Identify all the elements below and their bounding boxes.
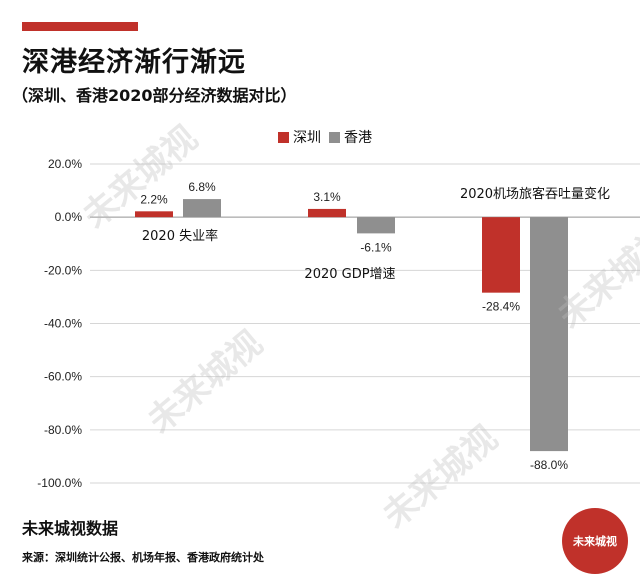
legend-swatch-shenzhen xyxy=(278,131,289,143)
data-label: 6.8% xyxy=(188,180,216,194)
legend-label-shenzhen: 深圳 xyxy=(293,130,321,146)
bar xyxy=(357,217,395,234)
y-tick-label: -100.0% xyxy=(37,476,82,490)
y-tick-label: -80.0% xyxy=(44,423,82,437)
data-label: -88.0% xyxy=(530,458,568,472)
source-note: 来源：深圳统计公报、机场年报、香港政府统计处 xyxy=(22,551,264,564)
legend-item-shenzhen: 深圳 xyxy=(278,127,321,147)
bar xyxy=(308,208,346,218)
y-tick-label: 20.0% xyxy=(48,157,82,171)
bar xyxy=(530,217,568,452)
accent-bar xyxy=(22,22,138,31)
category-label: 2020机场旅客吞吐量变化 xyxy=(460,186,610,202)
y-tick-label: -40.0% xyxy=(44,317,82,331)
chart-subtitle: （深圳、香港2020部分经济数据对比） xyxy=(12,86,297,105)
brand-stamp: 未来城视 xyxy=(562,508,628,574)
data-label: 3.1% xyxy=(313,190,341,204)
y-tick-label: 0.0% xyxy=(55,210,83,224)
y-tick-label: -60.0% xyxy=(44,370,82,384)
legend-label-hongkong: 香港 xyxy=(344,130,372,146)
bar-chart: 20.0% 0.0% -20.0% -40.0% -60.0% -80.0% -100.0%… xyxy=(37,157,640,490)
bar xyxy=(482,217,520,293)
category-label: 2020 失业率 xyxy=(142,228,218,244)
data-label: -28.4% xyxy=(482,300,520,314)
chart-title: 深港经济渐行渐远 xyxy=(22,47,246,78)
data-label: 2.2% xyxy=(140,192,168,206)
brand-label: 未来城视数据 xyxy=(22,519,119,538)
category-label: 2020 GDP增速 xyxy=(304,267,395,282)
bar xyxy=(183,199,221,218)
legend: 深圳 香港 xyxy=(278,127,380,147)
data-label: -6.1% xyxy=(360,240,392,254)
legend-swatch-hongkong xyxy=(329,131,340,143)
y-tick-label: -20.0% xyxy=(44,263,82,277)
legend-item-hongkong: 香港 xyxy=(329,127,372,147)
bar xyxy=(135,211,173,218)
